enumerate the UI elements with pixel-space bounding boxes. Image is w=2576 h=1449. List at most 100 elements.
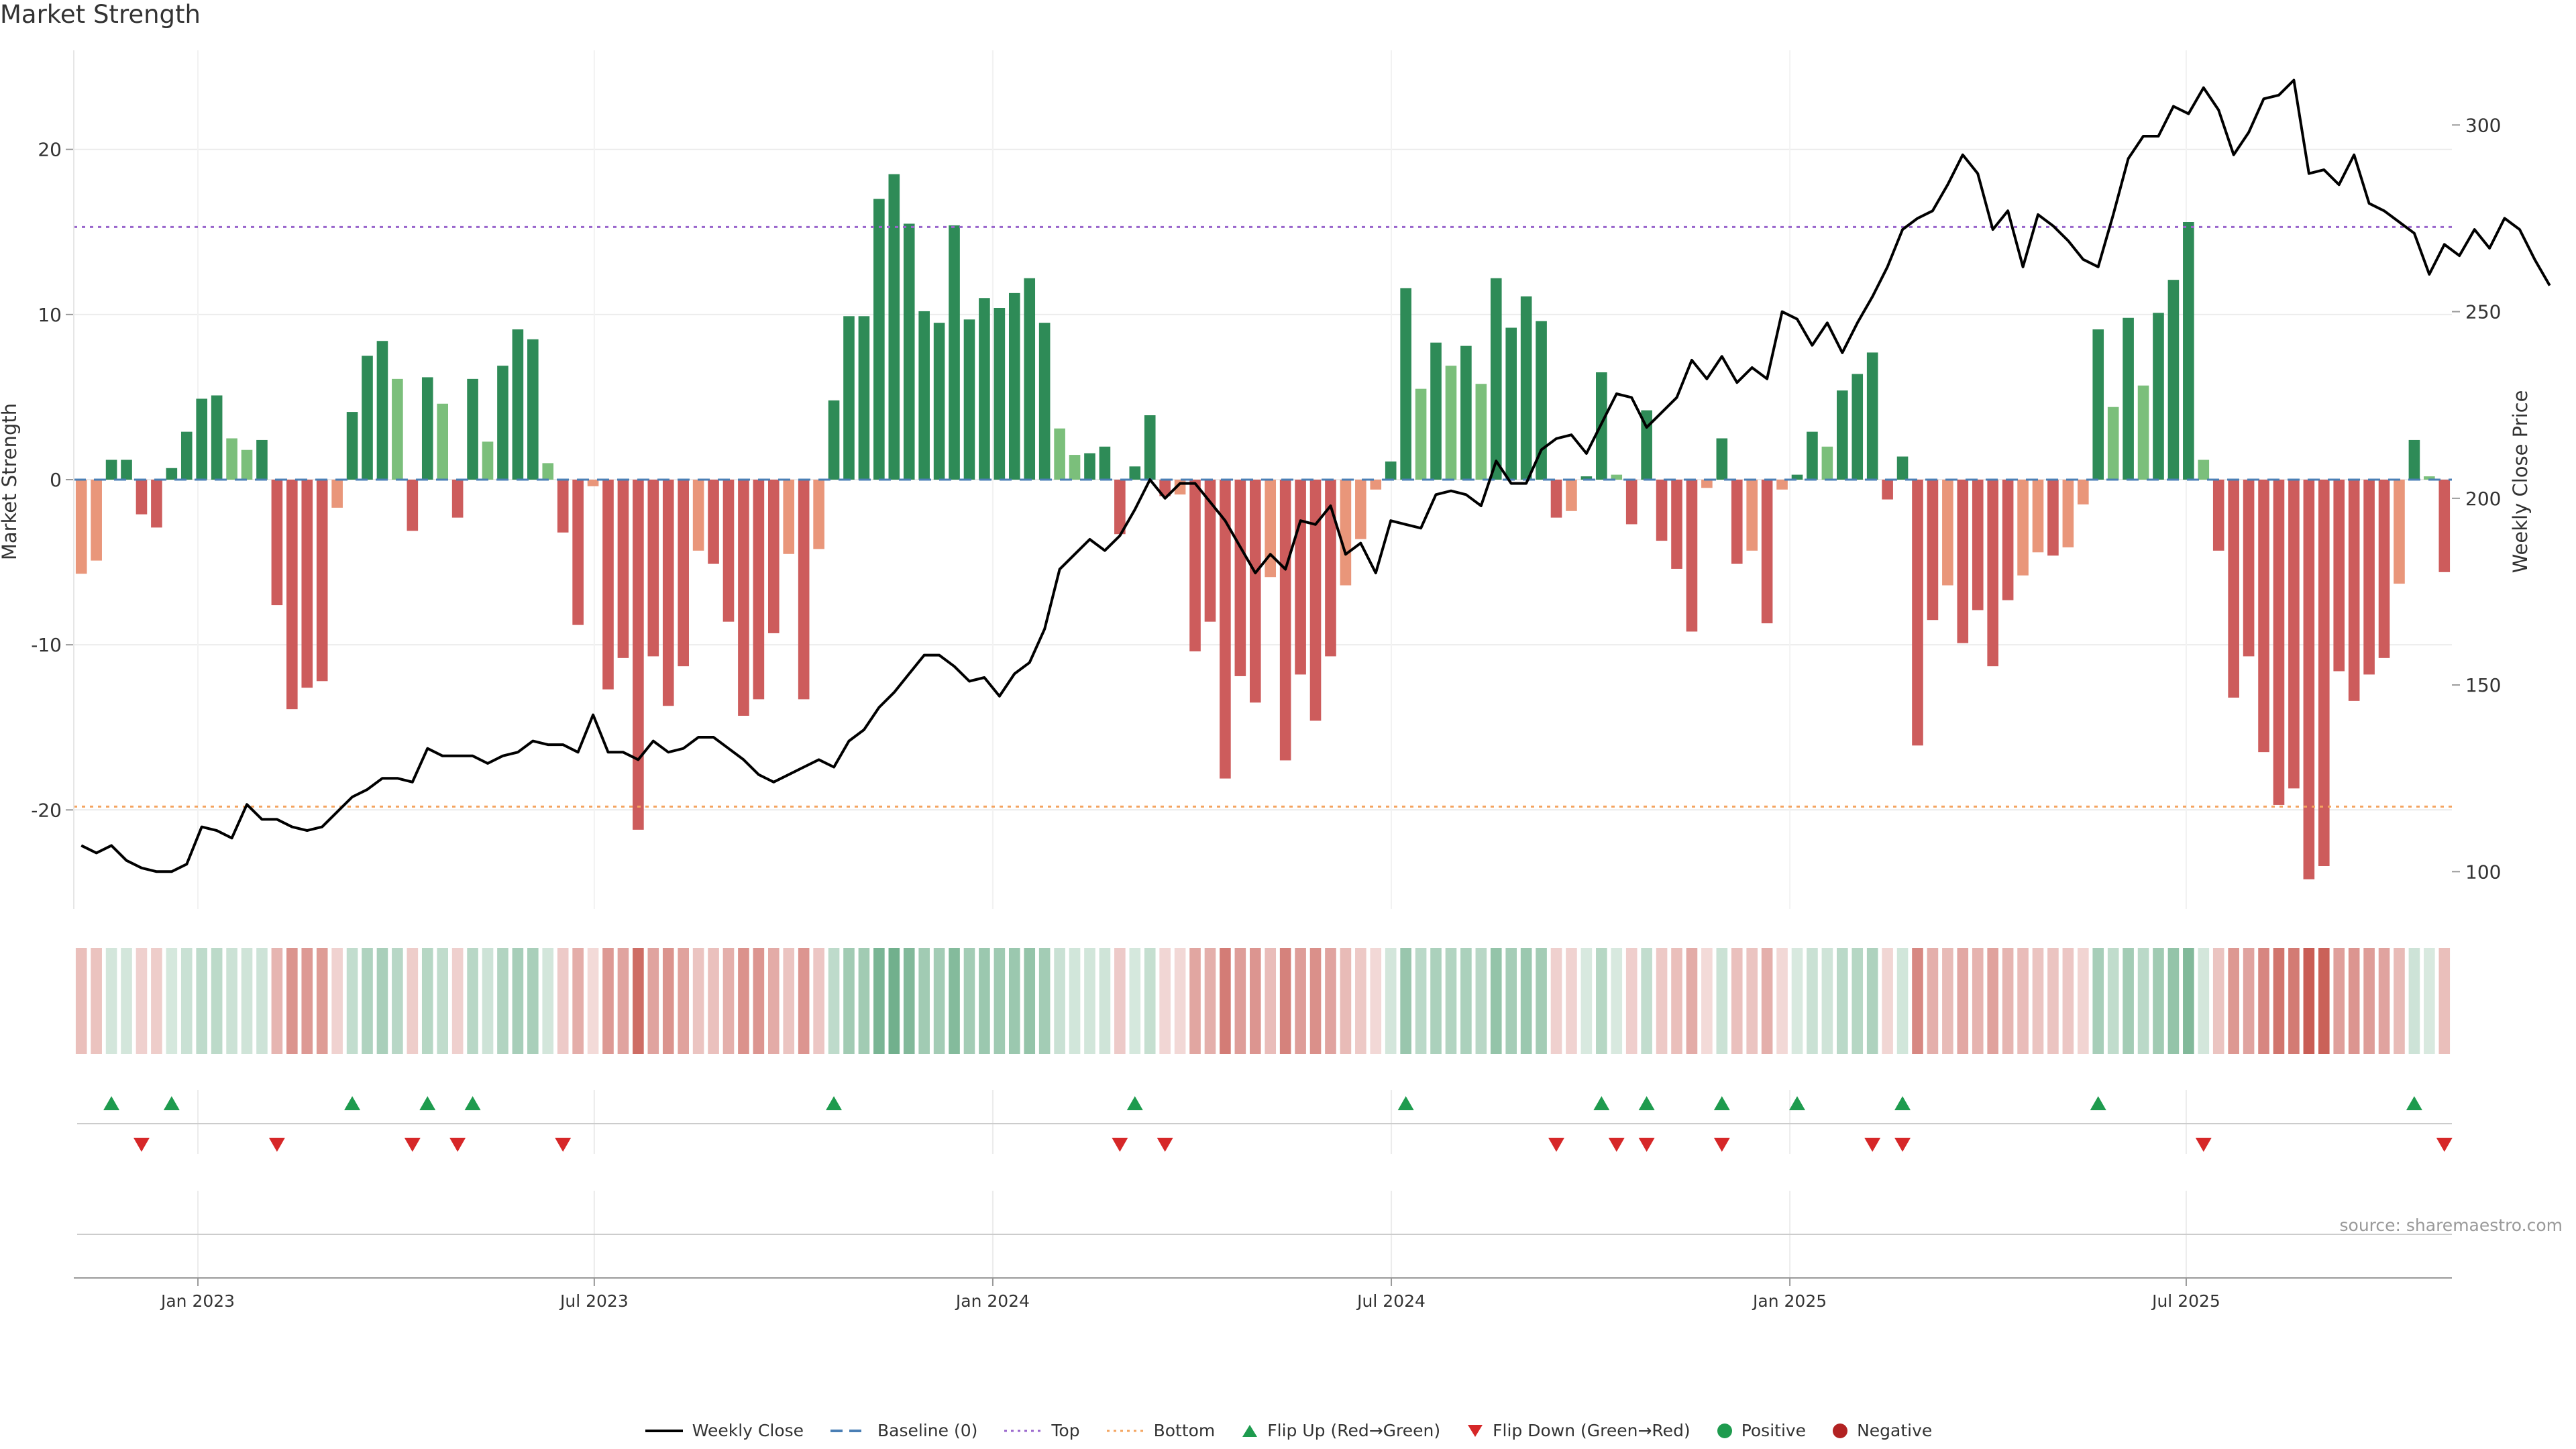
heatmap-cell bbox=[1746, 948, 1758, 1054]
heatmap-cell bbox=[692, 948, 704, 1054]
x-tick-label: Jan 2025 bbox=[1752, 1291, 1827, 1311]
heatmap-cell bbox=[1837, 948, 1848, 1054]
strength-bar bbox=[256, 439, 268, 480]
heatmap-cell bbox=[226, 948, 237, 1054]
strength-bar bbox=[2273, 480, 2285, 805]
heatmap-cell bbox=[2123, 948, 2134, 1054]
flip-up-marker bbox=[344, 1096, 361, 1110]
heatmap-cell bbox=[1731, 948, 1743, 1054]
flip-down-marker bbox=[133, 1138, 150, 1152]
flip-down-marker bbox=[1608, 1138, 1625, 1152]
flip-down-marker bbox=[1112, 1138, 1128, 1152]
strength-bar bbox=[331, 480, 343, 508]
heatmap-cell bbox=[2107, 948, 2119, 1054]
strength-bar bbox=[467, 378, 478, 480]
strength-bar bbox=[1460, 345, 1472, 480]
strength-bar bbox=[1611, 474, 1623, 480]
heatmap-cell bbox=[933, 948, 945, 1054]
heatmap-cell bbox=[2318, 948, 2330, 1054]
strength-bar bbox=[1099, 446, 1111, 480]
strength-bar bbox=[1656, 480, 1668, 541]
line-solid-black-icon bbox=[645, 1429, 683, 1432]
heatmap-cell bbox=[2378, 948, 2390, 1054]
strength-bar bbox=[1821, 446, 1833, 480]
strength-bar bbox=[949, 225, 960, 480]
strength-bar bbox=[1054, 428, 1065, 480]
heatmap-cell bbox=[963, 948, 975, 1054]
legend-item-baseline: Baseline (0) bbox=[829, 1421, 977, 1440]
strength-bar bbox=[903, 223, 915, 480]
heatmap-cell bbox=[1987, 948, 1998, 1054]
heatmap-cell bbox=[1580, 948, 1593, 1054]
strength-bar bbox=[1295, 480, 1306, 675]
strength-bar bbox=[2183, 222, 2194, 480]
heatmap-cell bbox=[1460, 948, 1472, 1054]
heatmap-cell bbox=[1355, 948, 1366, 1054]
strength-bar bbox=[362, 356, 373, 480]
strength-bar bbox=[1505, 327, 1517, 480]
heatmap-cell bbox=[542, 948, 554, 1054]
x-tick-label: Jul 2025 bbox=[2151, 1291, 2220, 1311]
strength-bar bbox=[617, 480, 629, 658]
heatmap-cell bbox=[2348, 948, 2360, 1054]
heatmap-cell bbox=[2228, 948, 2239, 1054]
heatmap-cell bbox=[1851, 948, 1864, 1054]
strength-bar bbox=[1415, 388, 1427, 480]
strength-bar bbox=[1716, 438, 1728, 480]
heatmap-cell bbox=[2137, 948, 2149, 1054]
legend-item-flip-up: Flip Up (Red→Green) bbox=[1240, 1421, 1440, 1440]
y-axis-label: Market Strength bbox=[0, 403, 21, 560]
strength-bar bbox=[1972, 480, 1984, 610]
heatmap-cell bbox=[903, 948, 915, 1054]
strength-bar bbox=[753, 480, 765, 700]
heatmap-cell bbox=[1400, 948, 1411, 1054]
heatmap-cell bbox=[136, 948, 148, 1054]
flip-down-marker bbox=[1864, 1138, 1881, 1152]
heatmap-cell bbox=[1791, 948, 1803, 1054]
flip-up-marker bbox=[2406, 1096, 2422, 1110]
strength-bar bbox=[105, 460, 117, 480]
heatmap-cell bbox=[1566, 948, 1577, 1054]
heatmap-cell bbox=[1807, 948, 1818, 1054]
strength-bar bbox=[602, 480, 614, 690]
strength-bar bbox=[1927, 480, 1939, 621]
heatmap-cell bbox=[1325, 948, 1336, 1054]
heatmap-cell bbox=[211, 948, 223, 1054]
strength-bar bbox=[798, 480, 810, 700]
heatmap-cell bbox=[1641, 948, 1652, 1054]
strength-bar bbox=[1520, 296, 1532, 480]
heatmap-cell bbox=[1701, 948, 1713, 1054]
heatmap-cell bbox=[407, 948, 419, 1054]
heatmap-cell bbox=[647, 948, 659, 1054]
heatmap-cell bbox=[1912, 948, 1923, 1054]
heatmap-cell bbox=[1249, 948, 1261, 1054]
strength-bar bbox=[2303, 480, 2315, 879]
heatmap-cell bbox=[2153, 948, 2164, 1054]
legend-label: Flip Down (Green→Red) bbox=[1493, 1421, 1690, 1440]
strength-bar bbox=[572, 480, 584, 625]
heatmap-cell bbox=[572, 948, 584, 1054]
heatmap-cell bbox=[1957, 948, 1969, 1054]
strength-bar bbox=[316, 480, 328, 682]
legend-label: Flip Up (Red→Green) bbox=[1267, 1421, 1441, 1440]
heatmap-cell bbox=[316, 948, 328, 1054]
circle-green-icon bbox=[1717, 1423, 1732, 1438]
heatmap-cell bbox=[271, 948, 283, 1054]
heatmap-cell bbox=[151, 948, 162, 1054]
strength-bar bbox=[1942, 480, 1953, 586]
strength-bar bbox=[1084, 453, 1095, 480]
heatmap-cell bbox=[1866, 948, 1878, 1054]
heatmap-cell bbox=[437, 948, 449, 1054]
heatmap-cell bbox=[2167, 948, 2180, 1054]
strength-bar bbox=[2348, 480, 2360, 701]
strength-bar bbox=[1851, 374, 1864, 480]
strength-bar bbox=[2363, 480, 2375, 675]
y-tick-label: -20 bbox=[31, 799, 62, 821]
heatmap-cell bbox=[979, 948, 990, 1054]
line-dotted-purple-icon bbox=[1004, 1430, 1042, 1432]
strength-bar bbox=[1641, 410, 1652, 480]
heatmap-cell bbox=[1927, 948, 1939, 1054]
heatmap-cell bbox=[1972, 948, 1984, 1054]
flip-markers bbox=[77, 1096, 2453, 1152]
strength-bar bbox=[843, 316, 855, 480]
